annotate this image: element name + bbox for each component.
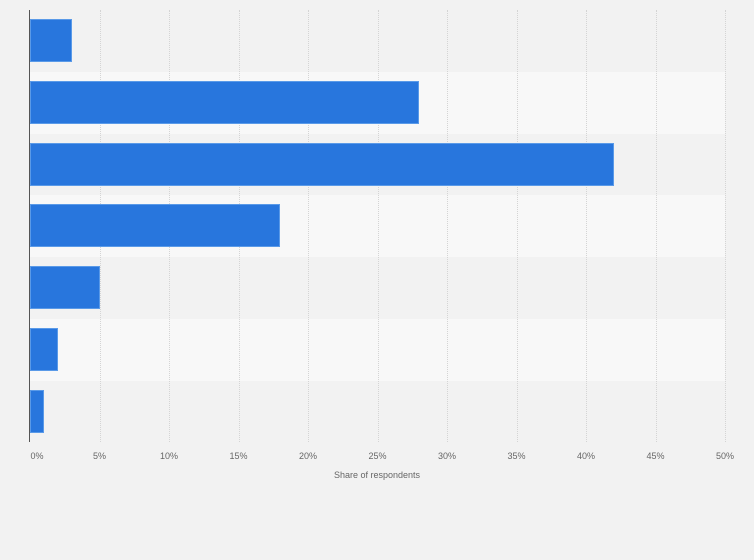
bar[interactable] [30, 266, 100, 310]
x-tick-label: 5% [92, 451, 107, 461]
gridline [308, 10, 309, 442]
bar[interactable] [30, 80, 420, 124]
gridline [377, 10, 379, 442]
gridline [725, 10, 726, 442]
x-tick-label: 40% [576, 451, 596, 461]
x-tick-label: 10% [159, 451, 179, 461]
bar[interactable] [30, 142, 614, 186]
bar[interactable] [30, 204, 281, 248]
gridline [516, 10, 518, 442]
x-tick-label: 20% [298, 451, 318, 461]
gridline [447, 10, 448, 442]
x-axis-label: Share of respondents [333, 470, 421, 480]
bar[interactable] [30, 328, 58, 371]
gridline [655, 10, 657, 442]
bar[interactable] [30, 389, 44, 433]
x-tick-label: 50% [715, 451, 735, 461]
y-axis-line [29, 10, 30, 442]
x-tick-label: 30% [437, 451, 457, 461]
x-tick-label: 0% [30, 451, 44, 461]
bar[interactable] [30, 19, 72, 62]
x-tick-label: 45% [646, 451, 665, 461]
gridline [586, 10, 587, 442]
x-tick-label: 25% [368, 451, 387, 461]
x-tick-label: 35% [507, 451, 526, 461]
x-tick-label: 15% [229, 451, 248, 461]
